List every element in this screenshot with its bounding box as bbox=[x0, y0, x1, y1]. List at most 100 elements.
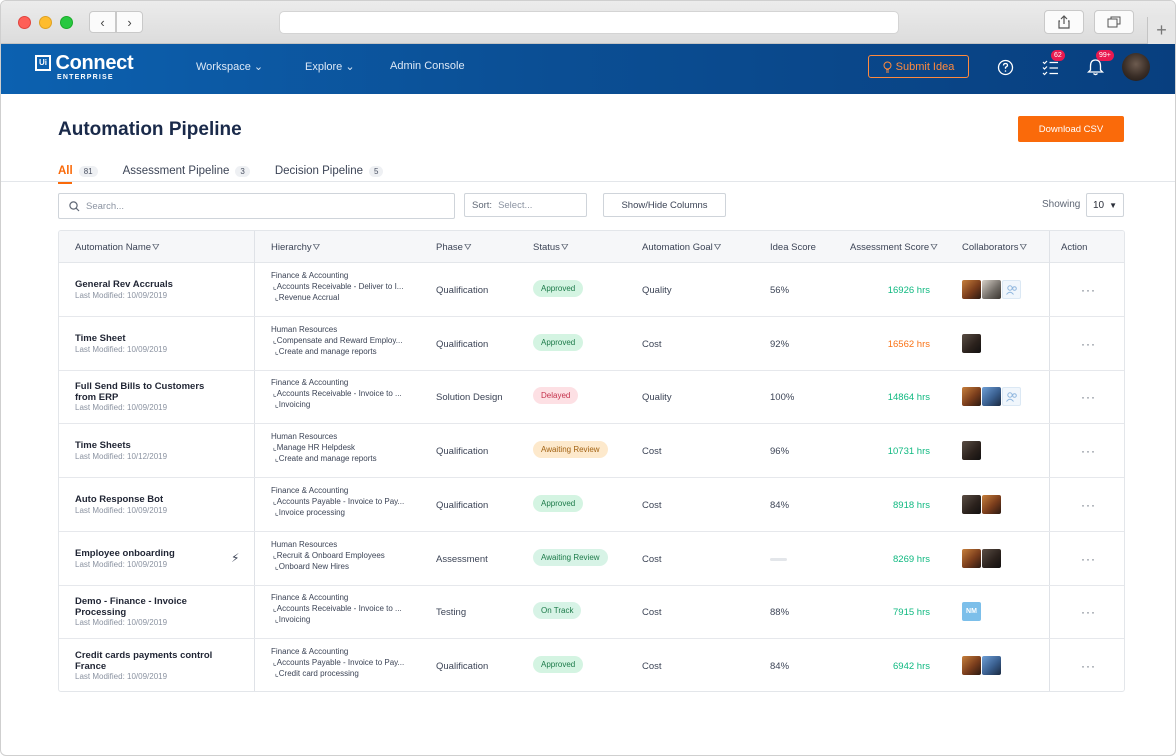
automation-name[interactable]: Demo - Finance - Invoice bbox=[75, 596, 187, 608]
branch-icon: ⌞ bbox=[273, 389, 277, 399]
automation-name[interactable]: Full Send Bills to Customers bbox=[75, 381, 205, 393]
table-row[interactable]: Credit cards payments control France Last … bbox=[59, 639, 1124, 691]
filter-icon[interactable]: ⛛ bbox=[312, 242, 321, 252]
share-button[interactable] bbox=[1044, 10, 1084, 34]
tab-all[interactable]: All 81 bbox=[58, 161, 98, 184]
avatar[interactable] bbox=[982, 494, 1001, 514]
avatar[interactable] bbox=[962, 280, 981, 299]
table-row[interactable]: Demo - Finance - Invoice Processing Last M… bbox=[59, 585, 1124, 640]
add-collaborator-button[interactable] bbox=[1002, 280, 1021, 299]
search-icon bbox=[69, 200, 80, 211]
hierarchy-text: Accounts Receivable - Invoice to ... bbox=[276, 389, 402, 399]
more-actions-icon[interactable]: ··· bbox=[1081, 497, 1096, 512]
automation-name[interactable]: from ERP bbox=[75, 392, 119, 404]
automation-name[interactable]: Employee onboarding bbox=[75, 547, 175, 559]
hierarchy-text: Create and manage reports bbox=[278, 346, 377, 356]
hierarchy-level: Human Resources bbox=[271, 324, 337, 335]
more-actions-icon[interactable]: ··· bbox=[1081, 551, 1096, 566]
table-row[interactable]: Time Sheet Last Modified: 10/09/2019 Human… bbox=[59, 317, 1124, 371]
avatar[interactable] bbox=[962, 548, 981, 568]
avatar[interactable] bbox=[982, 655, 1001, 675]
hierarchy-level: Finance & Accounting bbox=[271, 646, 348, 657]
avatar[interactable] bbox=[962, 441, 981, 461]
nav-admin-console[interactable]: Admin Console bbox=[390, 60, 465, 72]
user-avatar[interactable] bbox=[1122, 53, 1150, 81]
more-actions-icon[interactable]: ··· bbox=[1081, 390, 1096, 405]
add-collaborator-button[interactable] bbox=[1002, 387, 1021, 407]
filter-icon[interactable]: ⛛ bbox=[560, 242, 569, 252]
avatar[interactable] bbox=[962, 494, 981, 514]
more-actions-icon[interactable]: ··· bbox=[1081, 605, 1096, 620]
filter-icon[interactable]: ⛛ bbox=[713, 242, 722, 252]
table-row[interactable]: Full Send Bills to Customers from ERP Last… bbox=[59, 370, 1124, 425]
new-tab-button[interactable]: + bbox=[1147, 17, 1175, 44]
more-actions-icon[interactable]: ··· bbox=[1081, 283, 1096, 297]
minimize-window-button[interactable] bbox=[39, 16, 52, 29]
more-actions-icon[interactable]: ··· bbox=[1081, 658, 1096, 673]
tasks-button[interactable]: 62 bbox=[1039, 50, 1065, 78]
hierarchy-level: ⌞Credit card processing bbox=[275, 668, 359, 679]
table-row[interactable]: General Rev Accruals Last Modified: 10/09… bbox=[59, 263, 1124, 317]
automation-name[interactable]: Credit cards payments control bbox=[75, 649, 213, 661]
tab-decision-pipeline[interactable]: Decision Pipeline 5 bbox=[275, 161, 384, 181]
page-size-select[interactable]: 10 ▼ bbox=[1086, 193, 1124, 217]
col-idea-score[interactable]: Idea Score bbox=[770, 242, 816, 253]
nav-explore-label: Explore bbox=[305, 61, 343, 73]
automation-name[interactable]: Auto Response Bot bbox=[75, 493, 164, 505]
col-automation-name[interactable]: Automation Name⛛ bbox=[75, 242, 160, 253]
automation-name[interactable]: General Rev Accruals bbox=[75, 279, 173, 290]
nav-workspace[interactable]: Workspace ⌄ bbox=[196, 60, 263, 73]
avatar[interactable]: NM bbox=[962, 602, 981, 622]
back-button[interactable]: ‹ bbox=[89, 11, 116, 33]
close-window-button[interactable] bbox=[18, 16, 31, 29]
status-badge: Awaiting Review bbox=[533, 441, 608, 459]
filter-icon[interactable]: ⛛ bbox=[1019, 242, 1028, 252]
automation-name[interactable]: France bbox=[75, 660, 107, 672]
chevron-down-icon: ⌄ bbox=[345, 61, 355, 73]
col-collaborators[interactable]: Collaborators⛛ bbox=[962, 242, 1027, 253]
notifications-button[interactable]: 99+ bbox=[1084, 50, 1114, 78]
automation-name[interactable]: Time Sheets bbox=[75, 440, 131, 452]
zoom-window-button[interactable] bbox=[60, 16, 73, 29]
sort-select[interactable]: Sort: Select... bbox=[464, 193, 587, 217]
automation-name[interactable]: Processing bbox=[75, 607, 127, 619]
col-phase-label: Phase bbox=[436, 242, 463, 253]
table-row[interactable]: Auto Response Bot Last Modified: 10/09/20… bbox=[59, 478, 1124, 532]
forward-button[interactable]: › bbox=[116, 11, 143, 33]
filter-icon[interactable]: ⛛ bbox=[463, 242, 472, 252]
col-hierarchy[interactable]: Hierarchy⛛ bbox=[271, 242, 320, 253]
logo[interactable]: Ui Connect ENTERPRISE bbox=[35, 52, 134, 81]
submit-idea-label: Submit Idea bbox=[895, 60, 955, 73]
download-csv-button[interactable]: Download CSV bbox=[1018, 116, 1124, 142]
tab-assessment-pipeline[interactable]: Assessment Pipeline 3 bbox=[123, 161, 250, 181]
tasks-badge: 62 bbox=[1051, 50, 1065, 61]
col-status[interactable]: Status⛛ bbox=[533, 242, 569, 253]
avatar[interactable] bbox=[962, 655, 981, 675]
col-automation-goal[interactable]: Automation Goal⛛ bbox=[642, 242, 721, 253]
avatar[interactable] bbox=[962, 387, 981, 407]
table-row[interactable]: Time Sheets Last Modified: 10/12/2019 Huma… bbox=[59, 424, 1124, 479]
col-assessment-score[interactable]: Assessment Score⛛ bbox=[850, 242, 938, 253]
avatar[interactable] bbox=[982, 280, 1001, 299]
automation-name[interactable]: Time Sheet bbox=[75, 332, 126, 344]
more-actions-icon[interactable]: ··· bbox=[1081, 444, 1096, 459]
table-row[interactable]: Employee onboarding Last Modified: 10/09/… bbox=[59, 532, 1124, 586]
avatar[interactable] bbox=[982, 548, 1001, 568]
more-actions-icon[interactable]: ··· bbox=[1081, 336, 1096, 351]
col-phase[interactable]: Phase⛛ bbox=[436, 242, 472, 253]
submit-idea-button[interactable]: Submit Idea bbox=[868, 55, 969, 78]
col-action: Action bbox=[1061, 242, 1088, 253]
show-hide-columns-button[interactable]: Show/Hide Columns bbox=[603, 193, 726, 217]
nav-explore[interactable]: Explore ⌄ bbox=[305, 60, 355, 73]
last-modified: Last Modified: 10/09/2019 bbox=[75, 403, 168, 413]
address-bar[interactable] bbox=[279, 11, 899, 34]
filter-icon[interactable]: ⛛ bbox=[152, 242, 160, 252]
hierarchy-level: ⌞Accounts Receivable - Invoice to ... bbox=[273, 388, 402, 399]
avatar[interactable] bbox=[962, 333, 981, 353]
avatar[interactable] bbox=[982, 387, 1001, 407]
filter-icon[interactable]: ⛛ bbox=[930, 242, 938, 252]
search-input[interactable]: Search... bbox=[58, 193, 455, 219]
help-button[interactable] bbox=[994, 56, 1016, 78]
tabs-overview-button[interactable] bbox=[1094, 10, 1134, 34]
branch-icon: ⌞ bbox=[273, 443, 277, 453]
